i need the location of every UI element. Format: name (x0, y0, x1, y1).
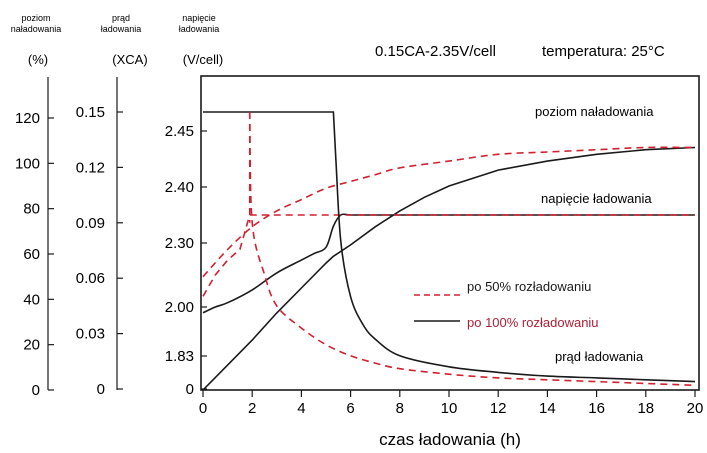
charge-voltage-tick-label: 2.00 (165, 299, 194, 316)
charge-level-tick-label: 100 (15, 155, 40, 172)
current-axis-header-line2: ładowania (101, 24, 142, 34)
charge-level-tick-label: 80 (23, 201, 40, 218)
charge-level-axis-header-line1: poziom (21, 13, 50, 23)
charge-voltage-tick-label: 2.40 (165, 179, 194, 196)
plot-frame (200, 75, 700, 391)
chart-title: 0.15CA-2.35V/cell (375, 43, 496, 60)
curve-voltage-50 (202, 214, 695, 297)
voltage-curve-label: napięcie ładowania (541, 191, 652, 206)
charge-level-axis-header-line2: naładowania (11, 24, 62, 34)
curve-current-100 (203, 111, 696, 383)
curve-current-50 (248, 111, 696, 387)
current-curve-label: prąd ładowania (555, 349, 644, 364)
x-tick-label: 10 (441, 400, 458, 417)
x-tick-label: 18 (637, 400, 654, 417)
charge-voltage-tick-label: 2.30 (165, 235, 194, 252)
charge-level-curve-label: poziom naładowania (535, 104, 654, 119)
legend-label-50: po 50% rozładowaniu (467, 279, 591, 294)
curve-level-100 (202, 146, 696, 391)
charge-voltage-tick-label: 0 (186, 381, 194, 398)
current-axis-unit: (XCA) (112, 52, 147, 67)
charge-level-axis-unit: (%) (28, 52, 48, 67)
temperature-label: temperatura: 25°C (542, 43, 665, 60)
x-tick-label: 2 (248, 400, 256, 417)
charge-current-tick-label: 0.09 (76, 215, 105, 232)
current-axis-header-line1: prąd (112, 13, 130, 23)
x-tick-label: 8 (396, 400, 404, 417)
charge-level-tick-label: 40 (23, 291, 40, 308)
voltage-axis-header-line1: napięcie (182, 13, 216, 23)
x-tick-label: 4 (297, 400, 305, 417)
charge-current-tick-label: 0 (97, 381, 105, 398)
x-tick-label: 0 (199, 400, 207, 417)
x-tick-label: 14 (539, 400, 556, 417)
legend-label-100: po 100% rozładowaniu (467, 315, 599, 330)
voltage-axis-unit: (V/cell) (183, 52, 223, 67)
charge-current-tick-label: 0.06 (76, 270, 105, 287)
charge-current-tick-label: 0.12 (76, 159, 105, 176)
curve-level-50 (202, 146, 696, 278)
x-tick-label: 6 (346, 400, 354, 417)
charge-level-tick-label: 120 (15, 110, 40, 127)
x-axis-label: czas ładowania (h) (379, 430, 521, 449)
charge-level-tick-label: 20 (23, 337, 40, 354)
voltage-axis-header-line2: ładowania (179, 24, 220, 34)
x-tick-label: 20 (687, 400, 704, 417)
x-tick-label: 16 (588, 400, 605, 417)
x-tick-label: 12 (490, 400, 507, 417)
charge-level-tick-label: 0 (32, 382, 40, 399)
charge-current-tick-label: 0.03 (76, 326, 105, 343)
charge-current-tick-label: 0.15 (76, 104, 105, 121)
charge-level-tick-label: 60 (23, 246, 40, 263)
charge-voltage-tick-label: 2.45 (165, 123, 194, 140)
charge-voltage-tick-label: 1.83 (165, 348, 194, 365)
curve-voltage-100 (202, 213, 695, 314)
